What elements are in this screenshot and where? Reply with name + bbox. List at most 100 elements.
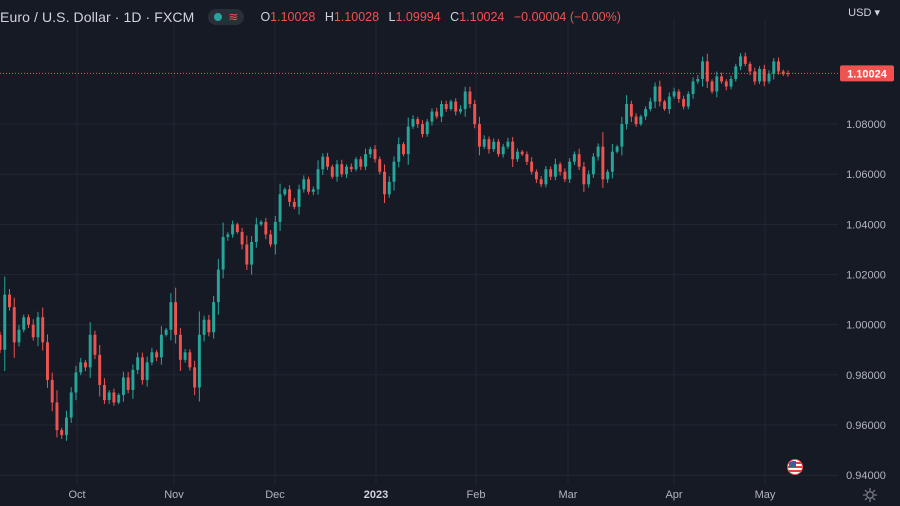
candle — [677, 89, 681, 103]
candle-body — [292, 201, 296, 207]
candle-body — [515, 151, 519, 160]
candle — [701, 56, 705, 87]
candle — [454, 98, 458, 116]
market-status-pill[interactable]: ≋ — [208, 9, 245, 25]
candle — [60, 427, 64, 439]
candle — [259, 220, 263, 227]
candle-body — [307, 179, 311, 192]
candle-body — [231, 224, 235, 235]
candle — [121, 371, 125, 402]
candle-body — [634, 116, 638, 125]
candle-body — [212, 302, 216, 333]
candle-body — [197, 334, 201, 388]
candle-body — [102, 384, 106, 400]
candle-body — [468, 91, 472, 105]
candle — [41, 307, 45, 351]
candle — [383, 164, 386, 204]
candle — [392, 156, 396, 191]
candle-body — [269, 234, 273, 245]
candle — [197, 311, 201, 402]
high-key: H — [324, 10, 334, 24]
candle — [302, 175, 306, 193]
candle-body — [767, 73, 771, 82]
candle-body — [534, 171, 538, 180]
candle — [615, 144, 619, 154]
candle — [27, 314, 30, 329]
candle — [83, 360, 87, 372]
candle — [572, 151, 576, 166]
candle-body — [473, 104, 477, 125]
candle-body — [136, 357, 140, 370]
candle — [69, 387, 73, 423]
candle — [188, 349, 192, 371]
current-price-label: 1.10024 — [847, 68, 888, 80]
candle-body — [354, 159, 358, 170]
candle — [12, 297, 16, 358]
candle — [140, 352, 144, 385]
candle — [235, 222, 239, 234]
candle — [739, 53, 743, 71]
us-flag-icon — [787, 459, 803, 475]
candle — [273, 215, 277, 255]
candle — [463, 86, 467, 117]
y-tick-label: 1.04000 — [846, 219, 886, 231]
candle — [492, 138, 496, 152]
candle — [397, 137, 401, 168]
candle-body — [264, 221, 268, 235]
candle-body — [383, 171, 386, 195]
candle-body — [0, 334, 2, 350]
gear-icon — [862, 487, 878, 503]
candle-body — [254, 224, 258, 242]
candle — [131, 364, 135, 399]
candle-body — [582, 166, 586, 185]
candle — [264, 217, 268, 240]
candle — [734, 63, 738, 82]
candle-body — [202, 319, 206, 335]
candle-body — [615, 146, 619, 152]
chart-settings-button[interactable] — [862, 487, 878, 503]
candle-body — [349, 166, 353, 170]
currency-button[interactable]: USD ▾ — [848, 6, 880, 19]
candle-body — [188, 352, 192, 368]
candle — [364, 148, 367, 171]
candle — [326, 152, 330, 171]
candle-body — [22, 317, 26, 330]
candle-body — [487, 139, 491, 150]
candle — [178, 328, 182, 371]
candle-body — [193, 367, 197, 388]
candle — [601, 132, 605, 189]
candle-body — [729, 78, 733, 87]
candle-body — [326, 156, 330, 167]
candle — [568, 158, 572, 183]
candle — [682, 95, 686, 110]
candle — [17, 324, 21, 347]
candle-body — [45, 342, 49, 380]
change-value: −0.00004 (−0.00%) — [513, 10, 621, 24]
symbol-title[interactable]: Euro / U.S. Dollar · 1D · FXCM — [0, 9, 195, 25]
candle — [354, 157, 358, 172]
candle-body — [430, 111, 434, 122]
candle — [202, 315, 206, 342]
candle-body — [221, 236, 225, 270]
candle-body — [174, 302, 178, 335]
candle — [155, 350, 159, 362]
candle-body — [553, 164, 557, 177]
y-tick-label: 1.00000 — [846, 320, 886, 332]
high-value: 1.10028 — [333, 10, 380, 24]
economic-events-flags[interactable] — [787, 459, 823, 477]
candle — [544, 166, 548, 188]
candle-body — [131, 369, 135, 390]
candle — [620, 116, 624, 156]
candle-body — [572, 154, 576, 162]
candle — [520, 149, 524, 156]
candle — [658, 80, 662, 107]
candle-body — [743, 56, 747, 64]
candle-body — [226, 234, 230, 237]
candle-body — [781, 71, 785, 75]
candle — [539, 175, 543, 188]
candle — [288, 185, 292, 207]
candle-body — [587, 174, 591, 185]
candle — [458, 105, 462, 114]
